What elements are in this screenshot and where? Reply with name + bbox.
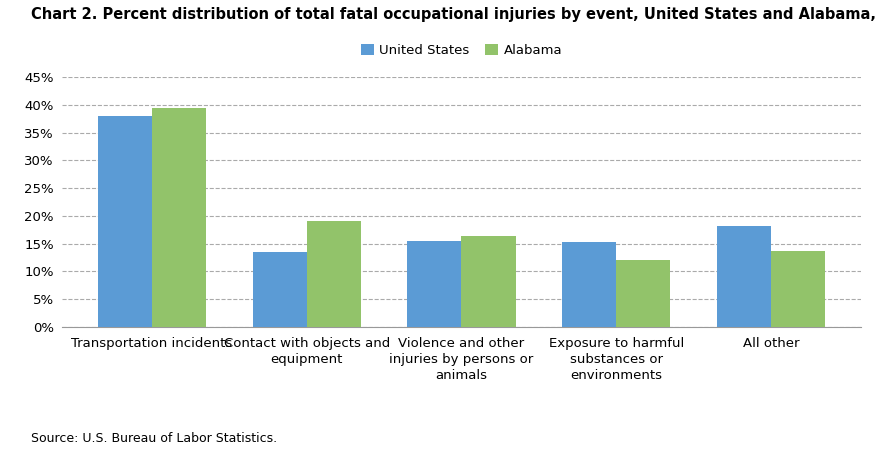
Bar — [306, 221, 361, 327]
Bar — [97, 116, 152, 327]
Bar — [252, 252, 306, 327]
Bar — [561, 242, 615, 327]
Bar — [770, 252, 824, 327]
Bar — [615, 260, 670, 327]
Bar — [407, 241, 461, 327]
Legend: United States, Alabama: United States, Alabama — [355, 39, 567, 62]
Bar — [461, 237, 515, 327]
Bar — [152, 108, 206, 327]
Text: Chart 2. Percent distribution of total fatal occupational injuries by event, Uni: Chart 2. Percent distribution of total f… — [31, 7, 878, 22]
Text: Source: U.S. Bureau of Labor Statistics.: Source: U.S. Bureau of Labor Statistics. — [31, 432, 277, 445]
Bar — [716, 227, 770, 327]
